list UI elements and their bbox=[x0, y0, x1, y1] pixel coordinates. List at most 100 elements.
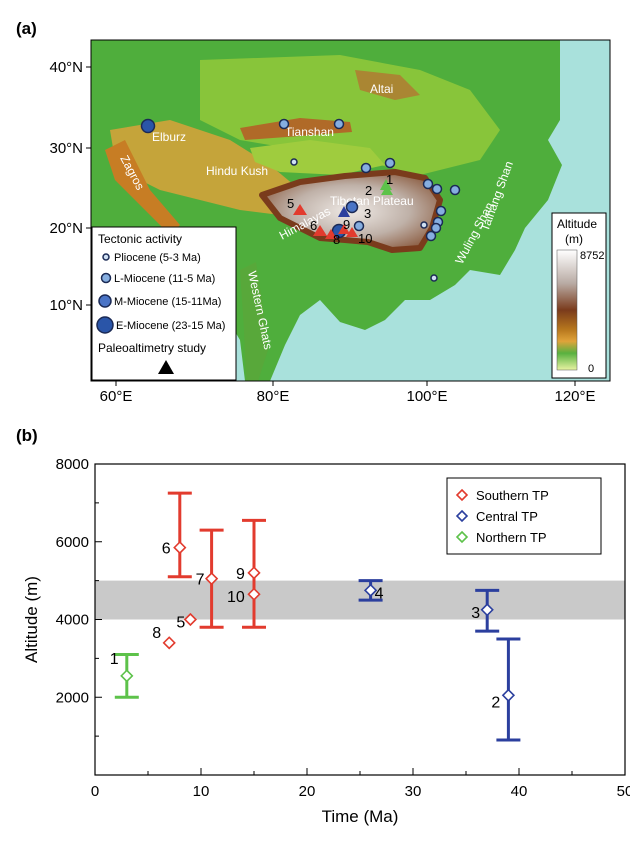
lat-tick-10: 10°N bbox=[49, 297, 83, 314]
data-point-diamond bbox=[480, 603, 494, 617]
tectonic-marker-pliocene bbox=[290, 158, 298, 166]
y-tick-label: 2000 bbox=[56, 689, 89, 706]
site-number-10: 10 bbox=[358, 231, 372, 246]
lat-tick-30: 30°N bbox=[49, 140, 83, 157]
paleo-site-5-triangle bbox=[293, 204, 307, 215]
colorbar-min-label: 0 bbox=[588, 363, 594, 375]
colorbar-max-label: 8752 bbox=[580, 250, 604, 262]
site-number-6: 6 bbox=[310, 218, 317, 233]
legend-item-e-miocene: E-Miocene (23-15 Ma) bbox=[116, 320, 225, 332]
map-land-foothills bbox=[110, 120, 300, 215]
tectonic-marker-l-miocene bbox=[422, 178, 434, 190]
tectonic-marker-l-miocene bbox=[278, 118, 290, 130]
tectonic-marker-pliocene bbox=[430, 274, 438, 282]
tectonic-marker-l-miocene bbox=[430, 222, 442, 234]
legend-item-pliocene: Pliocene (5-3 Ma) bbox=[114, 252, 201, 264]
axis-layer: 0 10 20 30 40 50 2000 4000 6000 8000 bbox=[56, 456, 630, 800]
map-lat-axis: 40°N 30°N 20°N 10°N bbox=[49, 59, 91, 314]
data-point-label: 9 bbox=[236, 566, 245, 583]
tectonic-marker-l-miocene bbox=[384, 157, 396, 169]
tectonic-marker-l-miocene bbox=[425, 230, 437, 242]
paleo-site-numbers: 1 2 3 5 6 9 8 10 bbox=[287, 172, 393, 247]
paleo-site-8-triangle bbox=[325, 229, 337, 239]
paleo-site-9-triangle bbox=[338, 224, 350, 234]
y-tick-label: 8000 bbox=[56, 456, 89, 473]
place-hindu-kush: Hindu Kush bbox=[206, 164, 268, 178]
map-legend: Tectonic activity Pliocene (5-3 Ma) L-Mi… bbox=[91, 226, 237, 381]
legend-entry-label: Northern TP bbox=[476, 530, 547, 545]
x-tick-label: 0 bbox=[91, 783, 99, 800]
tectonic-marker-l-miocene bbox=[353, 220, 365, 232]
legend-marker-icon bbox=[455, 488, 469, 502]
lat-tick-40: 40°N bbox=[49, 59, 83, 76]
place-altai: Altai bbox=[370, 82, 393, 96]
data-point-diamond bbox=[247, 587, 261, 601]
colorbar-title: Altitude bbox=[557, 217, 597, 231]
data-point-diamond bbox=[120, 669, 134, 683]
map-altai bbox=[355, 70, 420, 100]
legend-marker-icon bbox=[455, 530, 469, 544]
data-point-label: 3 bbox=[471, 605, 480, 622]
site-number-1: 1 bbox=[386, 172, 393, 187]
data-point-label: 7 bbox=[196, 572, 205, 589]
x-axis-label: Time (Ma) bbox=[322, 807, 399, 826]
legend-paleo-label: Paleoaltimetry study bbox=[98, 341, 206, 355]
tectonic-marker-l-miocene bbox=[360, 162, 372, 174]
map-legend-box bbox=[91, 226, 237, 381]
legend-m-miocene-icon bbox=[98, 294, 112, 308]
map-tianshan bbox=[240, 118, 352, 140]
data-point-diamond bbox=[363, 583, 378, 597]
map-tarim-basin bbox=[250, 140, 385, 175]
data-point-diamond bbox=[162, 636, 176, 650]
x-tick-label: 10 bbox=[193, 783, 210, 800]
chart-legend: Southern TP Central TP Northern TP bbox=[446, 477, 602, 555]
legend-item-l-miocene: L-Miocene (11-5 Ma) bbox=[114, 273, 215, 285]
legend-marker-icon bbox=[455, 509, 469, 523]
colorbar-gradient bbox=[556, 249, 578, 371]
x-tick-label: 50 bbox=[617, 783, 630, 800]
legend-paleo-triangle-icon bbox=[158, 360, 174, 374]
data-point-label: 5 bbox=[176, 615, 185, 632]
data-point-label: 6 bbox=[162, 541, 171, 558]
data-point-label: 10 bbox=[227, 589, 245, 606]
panel-b-label: (b) bbox=[16, 426, 38, 445]
legend-item-m-miocene: M-Miocene (15-11Ma) bbox=[114, 296, 221, 308]
place-elburz: Elburz bbox=[152, 130, 186, 144]
legend-e-miocene-icon bbox=[96, 316, 114, 334]
data-point-diamond bbox=[183, 612, 198, 627]
site-number-3: 3 bbox=[364, 206, 371, 221]
lon-tick-80: 80°E bbox=[257, 388, 290, 405]
legend-l-miocene-icon bbox=[100, 272, 112, 284]
colorbar-unit: (m) bbox=[565, 232, 583, 246]
site-number-5: 5 bbox=[287, 196, 294, 211]
tectonic-marker-l-miocene bbox=[431, 183, 443, 195]
y-axis-label: Altitude (m) bbox=[22, 576, 41, 663]
map-frame bbox=[90, 39, 611, 382]
x-tick-label: 40 bbox=[511, 783, 528, 800]
altitude-colorbar: Altitude (m) 8752 0 bbox=[551, 212, 607, 379]
series-layer: 6 7 9 10 58 4 3 2 1 bbox=[110, 491, 521, 742]
panel-a-label: (a) bbox=[16, 19, 37, 38]
tectonic-marker-l-miocene bbox=[333, 118, 345, 130]
lat-tick-20: 20°N bbox=[49, 220, 83, 237]
map-zagros bbox=[105, 140, 180, 235]
site-number-8: 8 bbox=[333, 232, 340, 247]
tectonic-marker-l-miocene bbox=[435, 205, 447, 217]
x-tick-label: 20 bbox=[299, 783, 316, 800]
data-point-label: 4 bbox=[375, 585, 384, 602]
tectonic-markers bbox=[140, 118, 461, 282]
map-legend-title: Tectonic activity bbox=[98, 232, 182, 246]
tectonic-marker-e-miocene bbox=[140, 118, 156, 134]
paleo-site-2-triangle bbox=[381, 185, 393, 195]
paleo-site-6-triangle bbox=[313, 225, 327, 236]
data-point-diamond bbox=[204, 572, 219, 586]
data-point-diamond bbox=[173, 540, 187, 555]
site-number-2: 2 bbox=[365, 183, 372, 198]
data-point-diamond bbox=[501, 688, 516, 702]
lon-tick-100: 100°E bbox=[406, 388, 447, 405]
y-tick-label: 4000 bbox=[56, 612, 89, 629]
paleo-site-1-triangle bbox=[380, 179, 392, 190]
y-tick-label: 6000 bbox=[56, 534, 89, 551]
lon-tick-60: 60°E bbox=[100, 388, 133, 405]
data-point-label: 1 bbox=[110, 651, 119, 668]
